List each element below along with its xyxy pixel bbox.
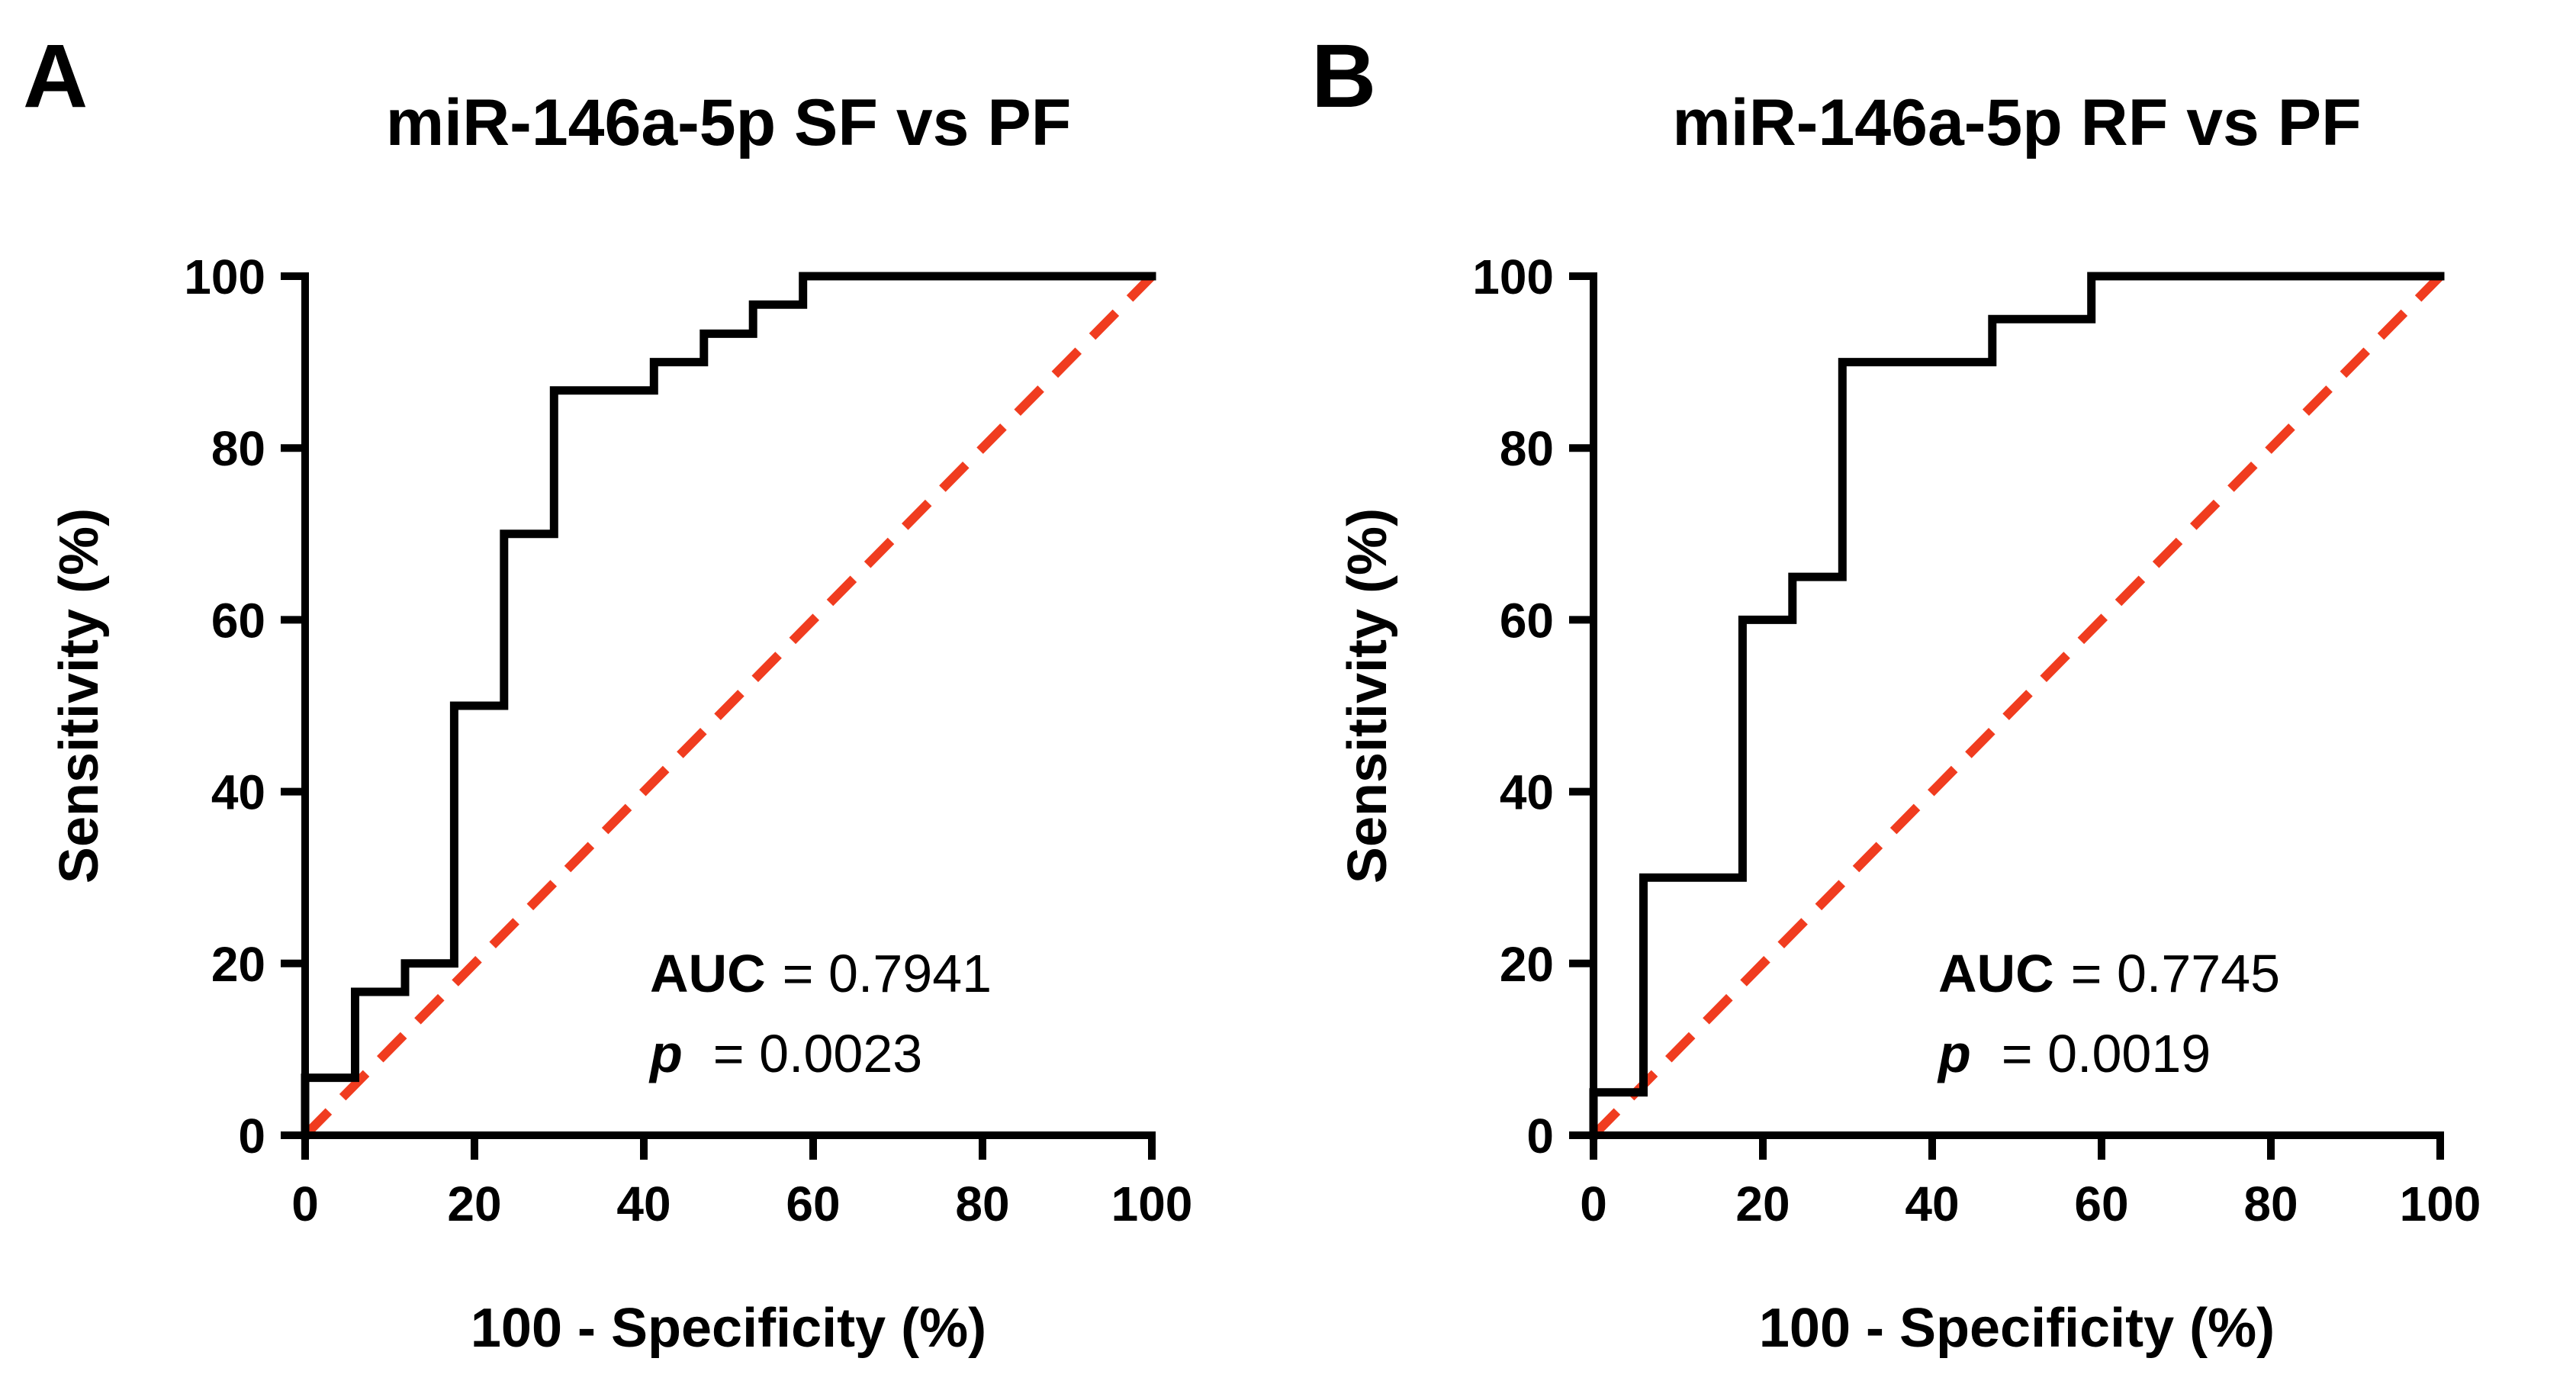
x-tick-label: 80 (2243, 1176, 2298, 1231)
auc-annotation: AUC = 0.7745 (1938, 944, 2280, 1003)
chart-title: miR-146a-5p SF vs PF (386, 86, 1072, 159)
x-tick-label: 60 (2074, 1176, 2128, 1231)
chart-title: miR-146a-5p RF vs PF (1672, 86, 2361, 159)
y-tick-label: 80 (211, 421, 265, 476)
y-tick-label: 20 (1500, 937, 1554, 992)
y-tick-label: 100 (1472, 249, 1554, 304)
p-label: p (1937, 1024, 1971, 1083)
roc-curve (301, 272, 1156, 1140)
y-tick-label: 0 (1526, 1109, 1554, 1164)
p-label: p (648, 1024, 683, 1083)
x-tick-label: 40 (1905, 1176, 1959, 1231)
p-value: = 0.0023 (713, 1024, 922, 1083)
panel-letter: B (1311, 26, 1376, 127)
x-tick-label: 100 (2400, 1176, 2481, 1231)
roc-panel-a: A miR-146a-5p SF vs PF 0 20 40 60 80 100 0 20 40… (23, 26, 1192, 1359)
x-tick-label: 100 (1111, 1176, 1193, 1231)
y-tick-label: 0 (238, 1109, 265, 1164)
tick-group: 0 20 40 60 80 100 0 20 40 60 80 100 (184, 249, 1192, 1231)
tick-group: 0 20 40 60 80 100 0 20 40 60 80 100 (1472, 249, 2481, 1231)
auc-annotation: AUC = 0.7941 (650, 944, 992, 1003)
y-tick-label: 100 (184, 249, 265, 304)
auc-value: = 0.7941 (783, 944, 992, 1003)
x-tick-label: 80 (955, 1176, 1009, 1231)
x-tick-label: 60 (786, 1176, 840, 1231)
auc-label: AUC (1938, 944, 2054, 1003)
auc-label: AUC (650, 944, 766, 1003)
x-tick-label: 0 (1580, 1176, 1607, 1231)
y-axis-label: Sensitivity (%) (49, 508, 110, 884)
p-annotation: p = 0.0019 (1937, 1024, 2211, 1083)
x-axis-label: 100 - Specificity (%) (1759, 1298, 2275, 1359)
p-annotation: p = 0.0023 (648, 1024, 922, 1083)
y-tick-label: 60 (1500, 593, 1554, 648)
roc-curve (1589, 272, 2445, 1140)
reference-line (301, 272, 1156, 1139)
y-tick-label: 80 (1500, 421, 1554, 476)
x-tick-label: 0 (291, 1176, 319, 1231)
p-value: = 0.0019 (2002, 1024, 2211, 1083)
x-tick-label: 20 (447, 1176, 501, 1231)
y-tick-label: 20 (211, 937, 265, 992)
y-tick-label: 40 (1500, 765, 1554, 820)
roc-panel-b: B miR-146a-5p RF vs PF 0 20 40 60 80 100 0 20 40… (1288, 0, 2576, 1384)
panel-letter: A (23, 26, 88, 127)
roc-chart-b: B miR-146a-5p RF vs PF 0 20 40 60 80 100 0 20 40… (1311, 26, 2481, 1359)
x-axis-label: 100 - Specificity (%) (471, 1298, 986, 1359)
x-tick-label: 20 (1735, 1176, 1790, 1231)
roc-chart-a: A miR-146a-5p SF vs PF 0 20 40 60 80 100 0 20 40… (23, 26, 1192, 1359)
y-axis-label: Sensitivity (%) (1337, 508, 1398, 884)
reference-line (1590, 272, 2444, 1139)
y-tick-label: 60 (211, 593, 265, 648)
plot-area (301, 272, 1156, 1140)
plot-area (1589, 272, 2445, 1140)
y-tick-label: 40 (211, 765, 265, 820)
auc-value: = 0.7745 (2071, 944, 2280, 1003)
x-tick-label: 40 (616, 1176, 671, 1231)
